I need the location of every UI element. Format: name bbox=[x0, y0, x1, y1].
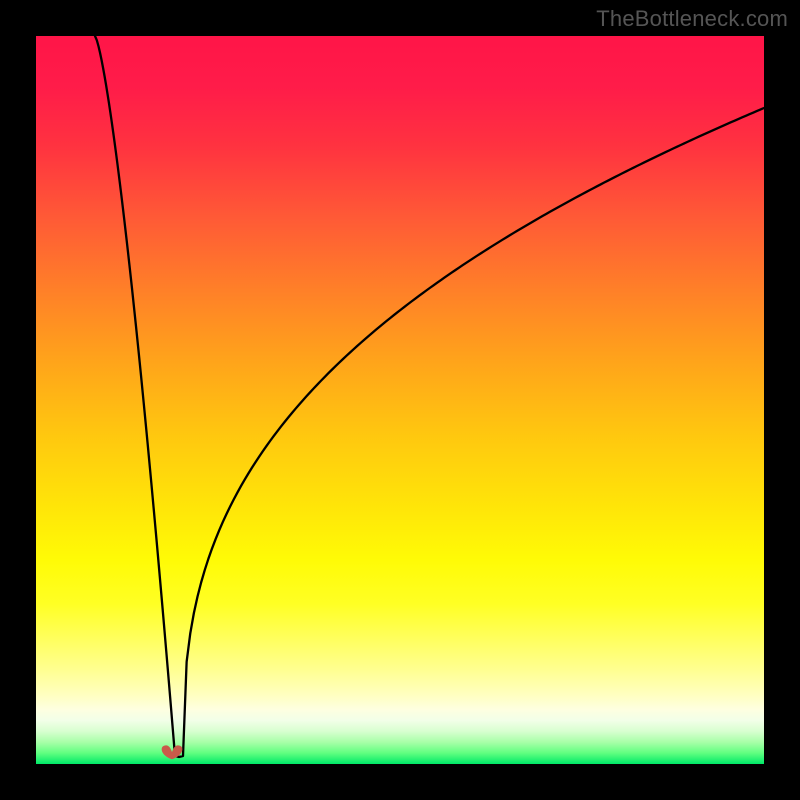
plot-gradient-background bbox=[36, 36, 764, 764]
watermark-text: TheBottleneck.com bbox=[596, 6, 788, 32]
bottleneck-chart bbox=[0, 0, 800, 800]
chart-container: TheBottleneck.com bbox=[0, 0, 800, 800]
